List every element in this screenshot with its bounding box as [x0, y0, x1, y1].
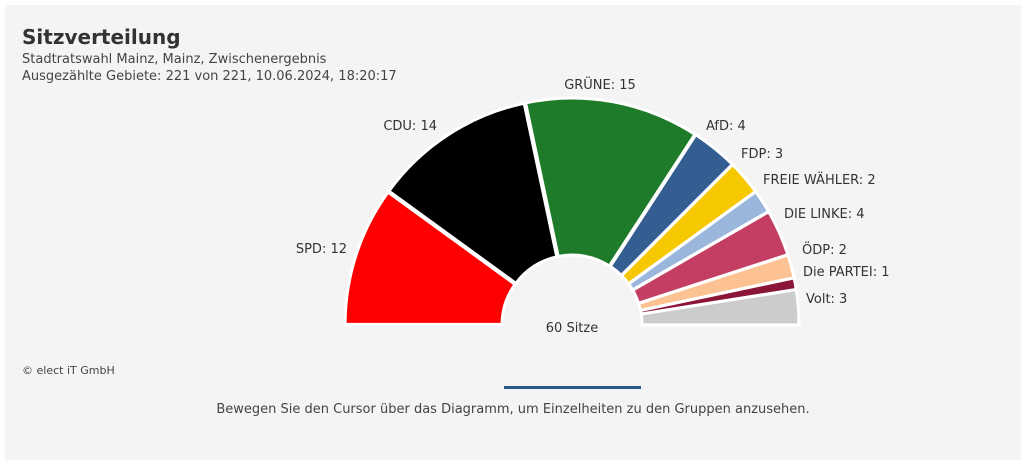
segment-volt[interactable]: [639, 287, 801, 327]
label-die-partei: Die PARTEI: 1: [803, 265, 890, 280]
segment-cdu[interactable]: [386, 101, 559, 286]
label-afd: AfD: 4: [706, 119, 746, 134]
label-ödp: ÖDP: 2: [802, 241, 847, 258]
chart-segments: [343, 96, 801, 327]
chart-subtitle: Stadtratswahl Mainz, Mainz, Zwischenerge…: [22, 51, 397, 85]
chart-title: Sitzverteilung: [22, 25, 181, 49]
label-grüne: GRÜNE: 15: [564, 76, 636, 93]
chart-panel: Sitzverteilung Stadtratswahl Mainz, Main…: [5, 5, 1021, 460]
label-freie-wähler: FREIE WÄHLER: 2: [763, 172, 876, 188]
hover-hint: Bewegen Sie den Cursor über das Diagramm…: [216, 402, 810, 417]
segment-spd[interactable]: [343, 190, 518, 326]
divider-line: [504, 386, 641, 389]
label-fdp: FDP: 3: [741, 147, 783, 162]
election-name: Stadtratswahl Mainz, Mainz, Zwischenerge…: [22, 52, 327, 67]
label-volt: Volt: 3: [806, 292, 847, 307]
label-cdu: CDU: 14: [383, 119, 437, 134]
total-seats-label: 60 Sitze: [546, 321, 598, 336]
label-die-linke: DIE LINKE: 4: [784, 207, 865, 222]
credit-text: © elect iT GmbH: [22, 364, 115, 377]
label-spd: SPD: 12: [296, 242, 347, 257]
segment-grüne[interactable]: [523, 96, 697, 269]
chart-labels: SPD: 12 CDU: 14 GRÜNE: 15 AfD: 4 FDP: 3 FREIE…: [296, 76, 890, 307]
counted-status: Ausgezählte Gebiete: 221 von 221, 10.06.…: [22, 69, 397, 84]
